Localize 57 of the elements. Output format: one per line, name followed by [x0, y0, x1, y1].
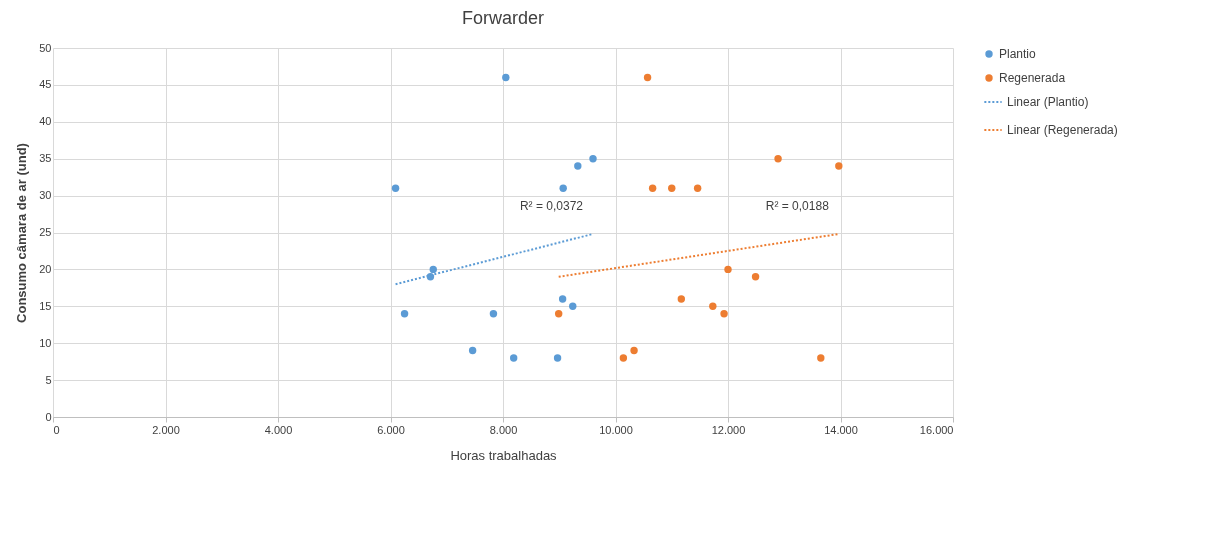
y-tick-label: 0	[45, 410, 52, 423]
point	[558, 295, 567, 303]
point	[619, 354, 628, 362]
point	[693, 184, 702, 192]
annotation: R² = 0,0372	[519, 198, 584, 213]
y-tick-label: 20	[39, 262, 52, 275]
point	[709, 302, 717, 310]
point	[774, 155, 782, 163]
point	[677, 295, 686, 303]
y-axis-title: Consumo câmara de ar (und)	[14, 143, 30, 323]
point	[569, 302, 577, 310]
x-tick-label: 10.000	[599, 423, 633, 436]
point	[509, 354, 518, 362]
point	[643, 73, 652, 82]
legend-label: Linear (Plantio)	[1007, 95, 1089, 109]
x-tick-label: 2.000	[152, 423, 180, 436]
point	[391, 184, 400, 192]
chart-title: Forwarder	[461, 8, 545, 28]
point	[720, 309, 728, 318]
x-tick-label: 0	[53, 423, 60, 436]
point	[429, 265, 437, 274]
point	[489, 309, 498, 318]
point	[400, 309, 409, 318]
point	[751, 273, 760, 281]
x-axis-title: Horas trabalhadas	[450, 447, 558, 463]
legend-label: Regenerada	[999, 71, 1066, 85]
y-tick-label: 50	[39, 41, 52, 54]
point	[554, 309, 563, 318]
x-tick-label: 12.000	[711, 423, 746, 436]
annotation: R² = 0,0188	[765, 198, 830, 213]
point	[724, 265, 732, 274]
y-tick-label: 5	[45, 373, 52, 386]
y-tick-label: 35	[39, 152, 52, 165]
point	[468, 346, 477, 355]
point	[835, 162, 843, 170]
point	[589, 155, 597, 163]
y-tick-label: 40	[39, 115, 52, 128]
x-tick-label: 4.000	[264, 423, 293, 436]
y-tick-label: 45	[39, 78, 52, 91]
x-tick-label: 16.000	[919, 423, 954, 436]
point	[817, 354, 825, 362]
y-tick-label: 25	[39, 226, 52, 238]
point	[502, 73, 510, 82]
point	[648, 184, 657, 192]
point	[668, 184, 676, 192]
x-tick-label: 14.000	[824, 423, 858, 436]
legend-label: Linear (Regenerada)	[1007, 123, 1118, 137]
point	[630, 346, 638, 355]
y-tick-label: 10	[39, 336, 52, 349]
y-tick-label: 30	[39, 189, 52, 202]
point	[553, 354, 562, 362]
point	[559, 184, 567, 192]
x-tick-label: 8.000	[489, 423, 518, 436]
point	[574, 162, 582, 170]
legend-label: Plantio	[999, 47, 1037, 61]
x-tick-label: 6.000	[377, 423, 405, 436]
y-tick-label: 15	[39, 299, 52, 312]
